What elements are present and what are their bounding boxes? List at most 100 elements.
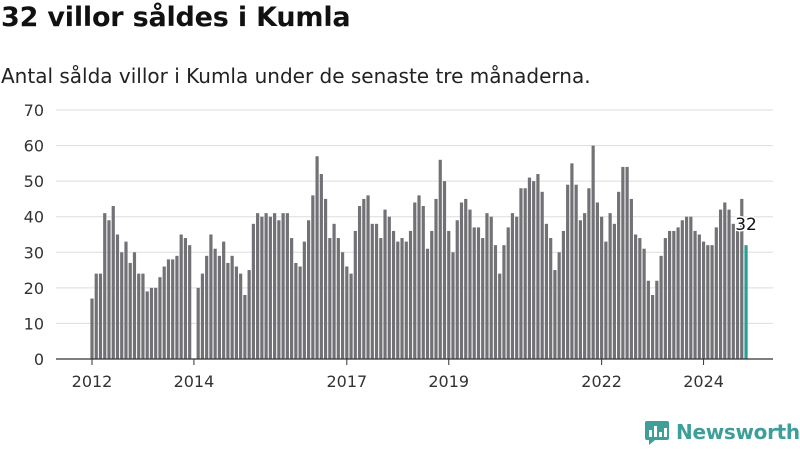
bar <box>574 184 578 359</box>
bar <box>459 202 464 359</box>
bar <box>621 166 625 359</box>
bar <box>557 252 561 359</box>
newsworthy-logo: Newsworthy <box>644 419 800 445</box>
bar <box>391 230 396 359</box>
bar <box>307 220 311 359</box>
chart-subtitle: Antal sålda villor i Kumla under de sena… <box>1 64 591 88</box>
bar <box>196 287 200 359</box>
bar <box>600 216 604 359</box>
bar <box>162 266 166 359</box>
bar <box>591 145 595 359</box>
highlight-data-label: 32 <box>735 215 757 235</box>
bar <box>328 238 332 359</box>
bar <box>583 213 587 359</box>
bar <box>413 202 417 359</box>
bar <box>115 234 120 359</box>
bar <box>154 287 158 359</box>
bar <box>209 234 213 359</box>
bar <box>226 262 230 359</box>
bar <box>634 234 638 359</box>
bar <box>442 181 447 359</box>
y-tick-label: 40 <box>24 208 44 227</box>
bar <box>612 223 616 359</box>
y-tick-label: 60 <box>24 137 44 156</box>
bar <box>723 202 727 359</box>
bar <box>188 245 192 359</box>
bar <box>701 241 706 359</box>
bar <box>217 255 222 359</box>
bar <box>281 213 285 359</box>
bar <box>179 234 183 359</box>
bar <box>336 238 340 359</box>
bar <box>90 298 94 359</box>
bar <box>646 280 650 359</box>
bar <box>200 273 205 359</box>
bar <box>222 241 226 359</box>
bar <box>247 270 251 359</box>
bar <box>145 291 149 359</box>
bar <box>595 202 599 359</box>
bar <box>476 227 481 359</box>
bar <box>570 163 574 359</box>
bar <box>434 198 438 359</box>
bar <box>171 259 175 359</box>
x-tick-label: 2012 <box>72 372 113 391</box>
x-tick-label: 2024 <box>683 372 724 391</box>
bar <box>323 198 328 359</box>
bar <box>400 238 404 359</box>
bar <box>183 238 188 359</box>
bar <box>408 230 413 359</box>
y-tick-label: 20 <box>24 279 44 298</box>
bar <box>120 252 124 359</box>
bar <box>383 209 387 359</box>
bar <box>251 223 255 359</box>
bar <box>549 238 553 359</box>
bar <box>404 241 408 359</box>
bar <box>553 270 557 359</box>
bar <box>366 195 370 359</box>
bar <box>294 262 298 359</box>
bar <box>587 188 591 359</box>
brand-name: Newsworthy <box>676 420 800 444</box>
x-tick-label: 2017 <box>326 372 367 391</box>
bar <box>651 294 655 359</box>
bar <box>523 188 527 359</box>
bar <box>362 198 366 359</box>
bar <box>111 206 115 359</box>
bar-chart-logo-icon <box>645 421 669 445</box>
bar <box>273 213 277 359</box>
bar <box>141 273 145 359</box>
bar <box>625 166 629 359</box>
bar <box>510 213 515 359</box>
bar <box>353 230 357 359</box>
bar <box>731 223 735 359</box>
bar <box>230 255 234 359</box>
bar <box>438 159 442 359</box>
bar <box>629 198 633 359</box>
bar <box>149 287 154 359</box>
bar <box>387 216 391 359</box>
bar <box>128 262 132 359</box>
bar <box>268 216 272 359</box>
bar <box>124 241 128 359</box>
bar <box>311 195 315 359</box>
bar <box>544 223 549 359</box>
bar <box>260 216 264 359</box>
bar <box>536 174 540 359</box>
bar <box>515 216 519 359</box>
bar <box>464 198 468 359</box>
bar <box>561 230 566 359</box>
bar <box>107 220 111 359</box>
bar <box>290 238 294 359</box>
bar <box>345 266 349 359</box>
bar <box>277 220 281 359</box>
bar <box>489 216 493 359</box>
bar <box>532 181 536 359</box>
chart-title: 32 villor såldes i Kumla <box>1 2 351 33</box>
bar <box>502 245 506 359</box>
bar <box>566 184 570 359</box>
bar <box>137 273 141 359</box>
bar <box>608 213 612 359</box>
bar <box>667 230 672 359</box>
bar <box>638 238 642 359</box>
